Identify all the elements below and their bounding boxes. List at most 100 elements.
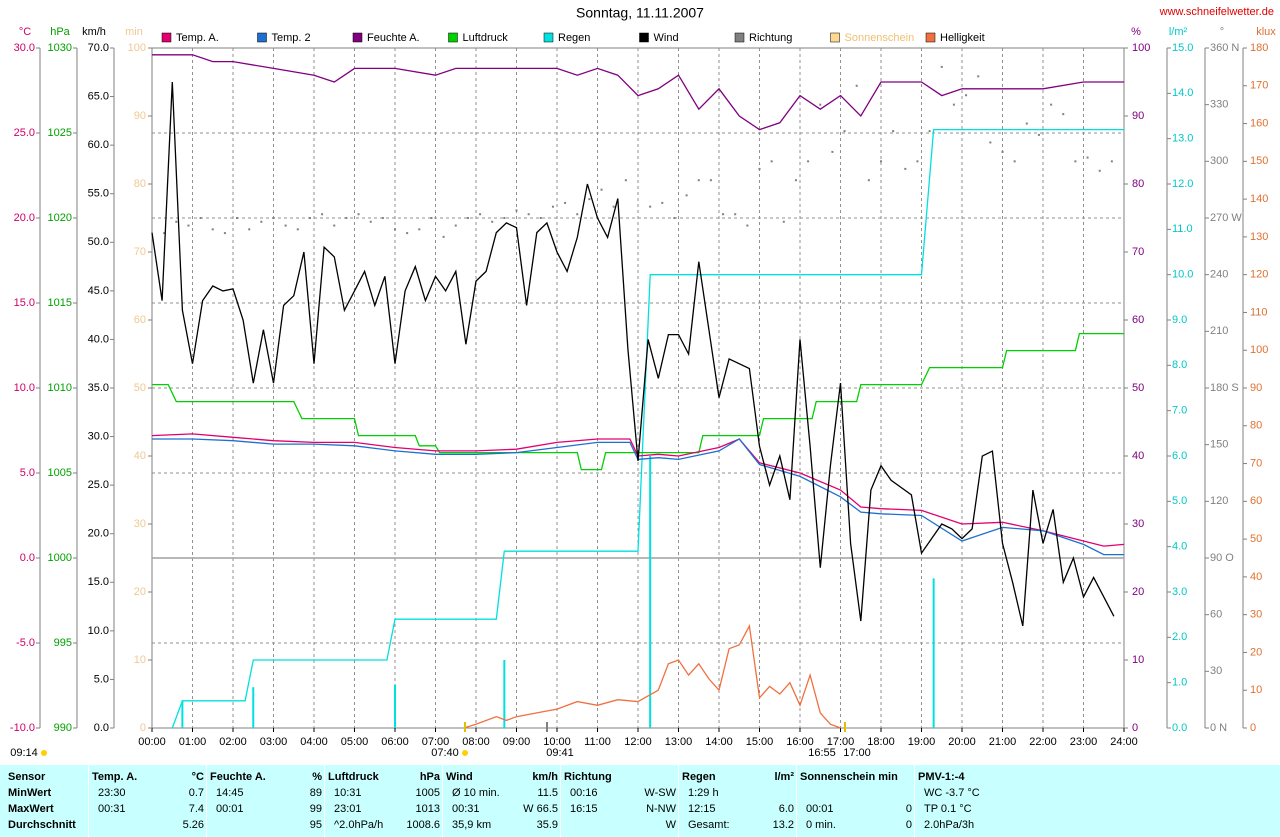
column-separator — [324, 765, 325, 837]
column-header: Luftdruck — [328, 771, 379, 783]
direction-dot — [807, 160, 810, 163]
y-tick-label: 55.0 — [88, 188, 109, 200]
cell: 1005 — [415, 787, 440, 799]
y-tick-label: 9.0 — [1172, 314, 1187, 326]
axis-title: l/m² — [1169, 26, 1188, 38]
direction-dot — [564, 201, 567, 204]
legend-label: Sonnenschein — [845, 32, 915, 44]
x-tick-label: 14:00 — [705, 736, 733, 748]
direction-dot — [1001, 150, 1004, 153]
direction-dot — [709, 179, 712, 182]
direction-dot — [394, 228, 396, 231]
sun-icon — [462, 750, 468, 756]
sun-icon — [41, 750, 47, 756]
y-tick-label: 80 — [1132, 178, 1144, 190]
y-tick-label: 10.0 — [14, 382, 35, 394]
cell: 13.2 — [772, 819, 794, 831]
legend-swatch — [448, 32, 458, 43]
y-tick-label: 70 — [1132, 246, 1144, 258]
direction-dot — [758, 167, 761, 170]
direction-dot — [867, 179, 870, 182]
y-tick-label: 995 — [54, 637, 72, 649]
y-tick-label: 15.0 — [88, 576, 109, 588]
y-tick-label: 180 — [1250, 42, 1268, 54]
cell: 2.0hPa/3h — [924, 819, 975, 831]
x-tick-label: 03:00 — [260, 736, 288, 748]
cell: 7.4 — [188, 803, 204, 815]
y-tick-label: 10.0 — [88, 625, 109, 637]
direction-dot — [904, 167, 907, 170]
direction-dot — [284, 224, 287, 227]
x-tick-label: 15:00 — [746, 736, 774, 748]
direction-dot — [260, 220, 263, 223]
direction-dot — [819, 103, 822, 106]
column-header: PMV-1:-4 — [918, 771, 965, 783]
direction-dot — [527, 213, 530, 216]
direction-dot — [916, 160, 919, 163]
direction-dot — [345, 217, 348, 219]
y-tick-label: 170 — [1250, 80, 1268, 92]
y-tick-label: 7.0 — [1172, 405, 1187, 417]
direction-dot — [539, 217, 542, 219]
x-tick-label: 04:00 — [300, 736, 328, 748]
cell: 6.0 — [778, 803, 794, 815]
direction-dot — [479, 213, 482, 216]
y-tick-label: 90 O — [1210, 552, 1234, 564]
direction-dot — [965, 94, 968, 97]
series-line — [151, 81, 1115, 627]
y-tick-label: 0.0 — [94, 722, 109, 734]
direction-dot — [624, 179, 627, 182]
direction-dot — [794, 179, 797, 182]
cell: 00:01 — [216, 803, 244, 815]
x-tick-label: 12:00 — [624, 736, 652, 748]
y-tick-label: 25.0 — [14, 127, 35, 139]
column-unit: °C — [191, 771, 204, 783]
y-tick-label: 1015 — [48, 297, 72, 309]
row-label: MinWert — [8, 787, 52, 799]
annotation: 09:41 — [546, 747, 574, 759]
y-tick-label: 0.0 — [20, 552, 35, 564]
y-tick-label: 60 — [1210, 609, 1222, 621]
y-tick-label: 0 — [1250, 722, 1256, 734]
y-tick-label: 4.0 — [1172, 541, 1187, 553]
annotation: 09:14 — [10, 747, 38, 759]
x-tick-label: 13:00 — [665, 736, 693, 748]
axis-title: klux — [1256, 26, 1276, 38]
direction-dot — [1110, 160, 1113, 163]
y-tick-label: 15.0 — [14, 297, 35, 309]
y-tick-label: 300 — [1210, 155, 1228, 167]
direction-dot — [1025, 122, 1028, 125]
direction-dot — [381, 217, 384, 219]
y-tick-label: 30 — [1210, 665, 1222, 677]
legend-swatch — [830, 32, 840, 43]
direction-dot — [1050, 103, 1053, 106]
direction-dot — [223, 232, 226, 235]
direction-dot — [1074, 160, 1077, 163]
y-tick-label: 8.0 — [1172, 359, 1187, 371]
legend-swatch — [734, 32, 745, 43]
cell: 1013 — [415, 803, 440, 815]
x-tick-label: 10:00 — [543, 736, 571, 748]
cell: Gesamt: — [688, 819, 730, 831]
axis-title: °C — [19, 26, 31, 38]
y-tick-label: 40 — [1250, 571, 1262, 583]
direction-dot — [722, 213, 725, 216]
y-tick-label: 12.0 — [1172, 178, 1193, 190]
y-tick-label: 0 N — [1210, 722, 1227, 734]
direction-dot — [406, 232, 409, 235]
legend-label: Temp. 2 — [272, 32, 311, 44]
cell: 0 min. — [806, 819, 836, 831]
y-tick-label: 100 — [1250, 344, 1268, 356]
legend-swatch — [639, 32, 649, 43]
y-tick-label: 40 — [1132, 450, 1144, 462]
direction-dot — [175, 220, 178, 223]
legend-label: Helligkeit — [940, 32, 985, 44]
y-tick-label: 120 — [1210, 495, 1228, 507]
direction-dot — [296, 228, 299, 231]
legend-label: Temp. A. — [176, 32, 219, 44]
y-tick-label: 10.0 — [1172, 269, 1193, 281]
x-tick-label: 05:00 — [341, 736, 369, 748]
direction-dot — [199, 217, 202, 219]
y-tick-label: 270 W — [1210, 212, 1242, 224]
direction-dot — [940, 65, 943, 68]
